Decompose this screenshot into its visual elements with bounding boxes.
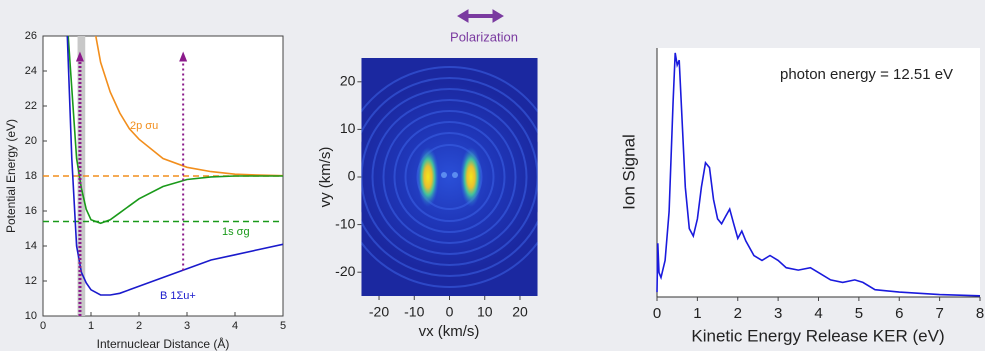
panel: 0 1 2 3 4 5 6 7 8 Kinetic Energy Release KER (eV)…: [619, 48, 984, 345]
y-tick-label: 10: [340, 120, 356, 136]
x-tick-label: 4: [232, 320, 238, 332]
x-axis-label: Kinetic Energy Release KER (eV): [691, 326, 944, 345]
y-tick-label: 14: [25, 240, 37, 252]
y-tick-label: 0: [348, 168, 356, 184]
x-tick-label: 0: [446, 304, 454, 320]
y-tick-label: -10: [335, 215, 355, 231]
y-tick-label: -20: [335, 263, 355, 279]
y-axis-label: Ion Signal: [619, 134, 638, 210]
y-tick-label: 12: [25, 275, 37, 287]
y-tick-label: 18: [25, 170, 37, 182]
x-axis-label: Internuclear Distance (Å): [97, 336, 230, 351]
plot-area: [657, 48, 980, 297]
x-tick-label: 0: [653, 305, 661, 322]
y-tick-label: 10: [25, 310, 37, 322]
y-axis-label: vy (km/s): [317, 147, 334, 208]
x-tick-label: 7: [935, 305, 943, 322]
x-tick-label: 4: [814, 305, 822, 322]
annotation: photon energy = 12.51 eV: [780, 66, 953, 83]
series-label: 1s σg: [222, 226, 250, 238]
x-tick-label: 5: [280, 320, 286, 332]
x-tick-label: 1: [88, 320, 94, 332]
x-tick-label: 5: [855, 305, 863, 322]
x-tick-label: 0: [40, 320, 46, 332]
x-tick-label: -10: [404, 304, 424, 320]
x-tick-label: 6: [895, 305, 903, 322]
x-tick-label: 10: [477, 304, 493, 320]
y-axis-label: Potential Energy (eV): [4, 119, 18, 233]
x-tick-label: 1: [693, 305, 701, 322]
y-tick-label: 16: [25, 205, 37, 217]
series-label: B 1Σu+: [160, 290, 196, 302]
y-tick-label: 24: [25, 65, 37, 77]
x-tick-label: 2: [136, 320, 142, 332]
y-tick-label: 22: [25, 100, 37, 112]
x-axis-label: vx (km/s): [419, 323, 480, 340]
x-tick-label: 3: [774, 305, 782, 322]
y-tick-label: 20: [340, 73, 356, 89]
series-label: 2p σu: [130, 120, 158, 132]
y-tick-label: 20: [25, 135, 37, 147]
velocity-map-image: [340, 58, 560, 296]
x-tick-label: 3: [184, 320, 190, 332]
x-tick-label: -20: [369, 304, 389, 320]
chart-title: Polarization: [450, 29, 518, 44]
y-tick-label: 26: [25, 30, 37, 42]
x-tick-label: 8: [976, 305, 984, 322]
x-tick-label: 20: [512, 304, 528, 320]
figure: 012345101214161820222426Internuclear Dis…: [0, 0, 985, 351]
x-tick-label: 2: [734, 305, 742, 322]
polarization-arrow: [458, 10, 503, 22]
